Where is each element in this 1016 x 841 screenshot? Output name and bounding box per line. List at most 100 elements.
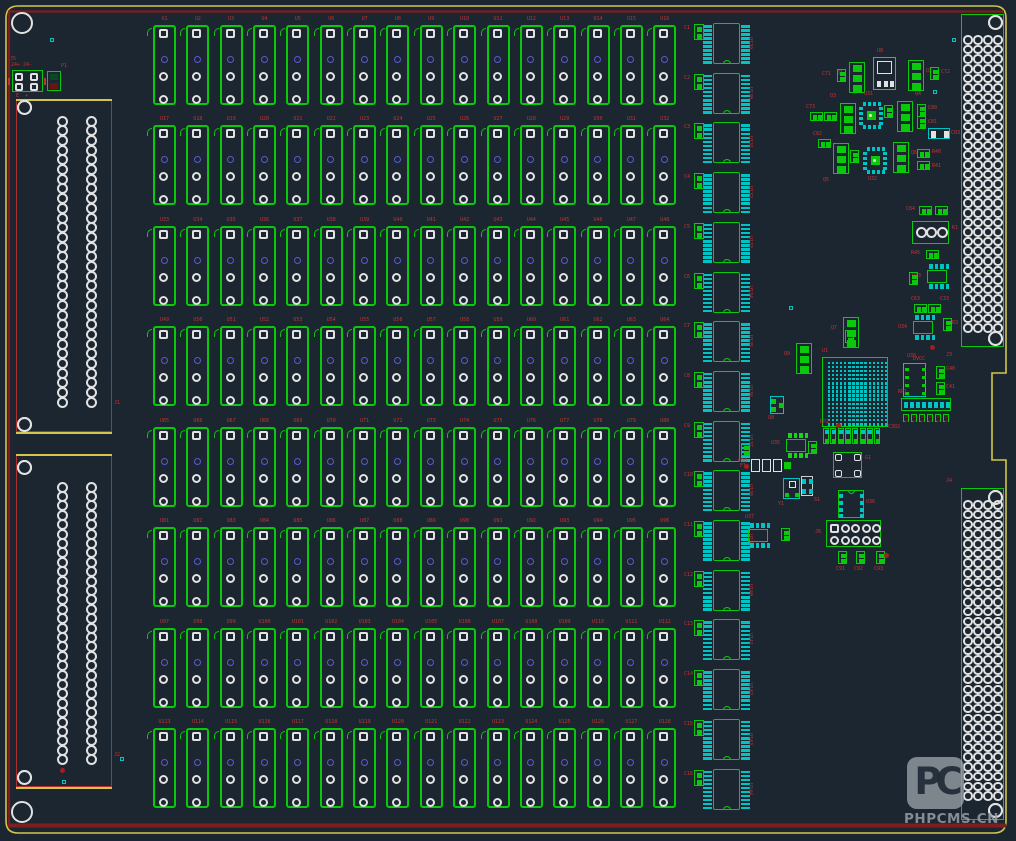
bga-pad xyxy=(831,382,835,385)
smd-pad xyxy=(937,419,940,422)
bga-pad xyxy=(876,382,880,385)
pad-round xyxy=(392,72,402,81)
pad-blue xyxy=(594,357,602,365)
smd-pad xyxy=(839,439,844,443)
pad-round xyxy=(292,95,302,104)
smd-pad xyxy=(741,194,750,197)
ref-designator: U46 xyxy=(593,216,603,223)
ref-designator: U43 xyxy=(493,216,503,223)
pad-square xyxy=(259,29,269,38)
ref-designator: U110 xyxy=(592,618,605,625)
smd-pad xyxy=(741,33,750,36)
pad-round xyxy=(459,496,469,506)
relay-U48 xyxy=(653,225,677,306)
soic8-ic xyxy=(913,321,933,334)
smd-pad xyxy=(703,160,712,164)
pad-round xyxy=(625,373,635,383)
through-hole-pad xyxy=(973,548,983,559)
smd-pad xyxy=(913,419,916,422)
pin1-mark xyxy=(480,530,486,539)
bga-pad xyxy=(880,369,884,373)
smd-pad xyxy=(703,355,712,359)
pad-round xyxy=(559,373,569,383)
pad-round xyxy=(659,574,669,584)
smd-pad xyxy=(766,543,770,548)
smd-pad xyxy=(741,434,750,438)
smd-pad xyxy=(703,591,712,595)
bga-pad xyxy=(868,414,871,418)
via xyxy=(62,780,66,784)
bga-pad xyxy=(868,406,871,410)
pin1-mark xyxy=(147,429,152,438)
smd-pad xyxy=(766,523,770,528)
relay-U64 xyxy=(653,326,677,407)
smd-pad xyxy=(920,335,924,340)
relay-U5 xyxy=(286,25,310,105)
bga-pad xyxy=(839,410,843,414)
bga-pad xyxy=(831,361,835,364)
pin1-mark xyxy=(347,429,353,438)
ref-designator: U115 xyxy=(225,719,238,726)
pad-square xyxy=(459,29,469,38)
relay-U11 xyxy=(486,25,510,105)
pad-round xyxy=(525,195,535,205)
qfn-ic xyxy=(862,146,887,174)
ref-designator: U13 xyxy=(560,16,570,22)
through-hole-pad xyxy=(963,597,973,607)
through-hole-pad xyxy=(963,703,973,714)
smd-pad xyxy=(921,368,926,371)
pin1-mark xyxy=(213,28,219,36)
smd-pad xyxy=(932,69,938,74)
smd-pad xyxy=(741,534,750,537)
pad-round xyxy=(192,697,202,707)
smd-pad xyxy=(741,277,750,281)
pad-round xyxy=(159,775,168,785)
tiny-cap xyxy=(911,414,917,422)
pad-round xyxy=(325,172,335,182)
pad-square xyxy=(159,631,168,641)
soic8-ic xyxy=(786,439,806,452)
pin1-mark xyxy=(547,429,553,438)
pad-round xyxy=(559,473,569,483)
through-hole-pad xyxy=(993,587,1003,598)
smd-pad xyxy=(741,327,750,330)
pad-round xyxy=(359,72,369,81)
pin1-mark xyxy=(613,228,619,237)
smd-pad xyxy=(741,770,750,773)
pad-round xyxy=(592,597,602,607)
smd-pad xyxy=(696,680,702,686)
smd-pad xyxy=(696,772,702,778)
pin1-mark xyxy=(180,329,186,338)
pad-square xyxy=(159,531,168,541)
smd-pad xyxy=(867,170,870,174)
smd-pad xyxy=(741,99,750,102)
relay-U110 xyxy=(586,627,610,708)
smd-pad xyxy=(741,355,750,359)
relay-U14 xyxy=(586,25,610,105)
through-hole-pad xyxy=(973,275,983,285)
pad-round xyxy=(425,172,435,182)
smd-pad xyxy=(945,284,949,289)
through-hole-pad xyxy=(963,742,973,753)
through-hole-pad xyxy=(963,140,973,151)
pin1-mark xyxy=(613,530,619,539)
relay-U51 xyxy=(219,326,243,407)
smd-pad xyxy=(741,430,750,434)
relay-U123 xyxy=(486,728,510,809)
bga-pad xyxy=(876,369,880,373)
osc-pad xyxy=(854,470,861,477)
ref-designator: U91 xyxy=(493,518,503,525)
through-hole-pad xyxy=(973,131,983,141)
ref-designator: U107 xyxy=(491,618,505,625)
tiny-cap xyxy=(903,414,909,422)
pad-round xyxy=(359,473,369,483)
through-hole-pad xyxy=(56,754,68,766)
smd-pad xyxy=(703,309,712,313)
pad-square xyxy=(325,330,335,340)
smd-pad xyxy=(852,158,858,162)
pad-blue xyxy=(193,558,201,566)
bga-pad xyxy=(880,406,884,410)
pad-round xyxy=(659,373,669,383)
ref-designator: U47 xyxy=(626,216,636,223)
smd-pad xyxy=(703,74,712,78)
